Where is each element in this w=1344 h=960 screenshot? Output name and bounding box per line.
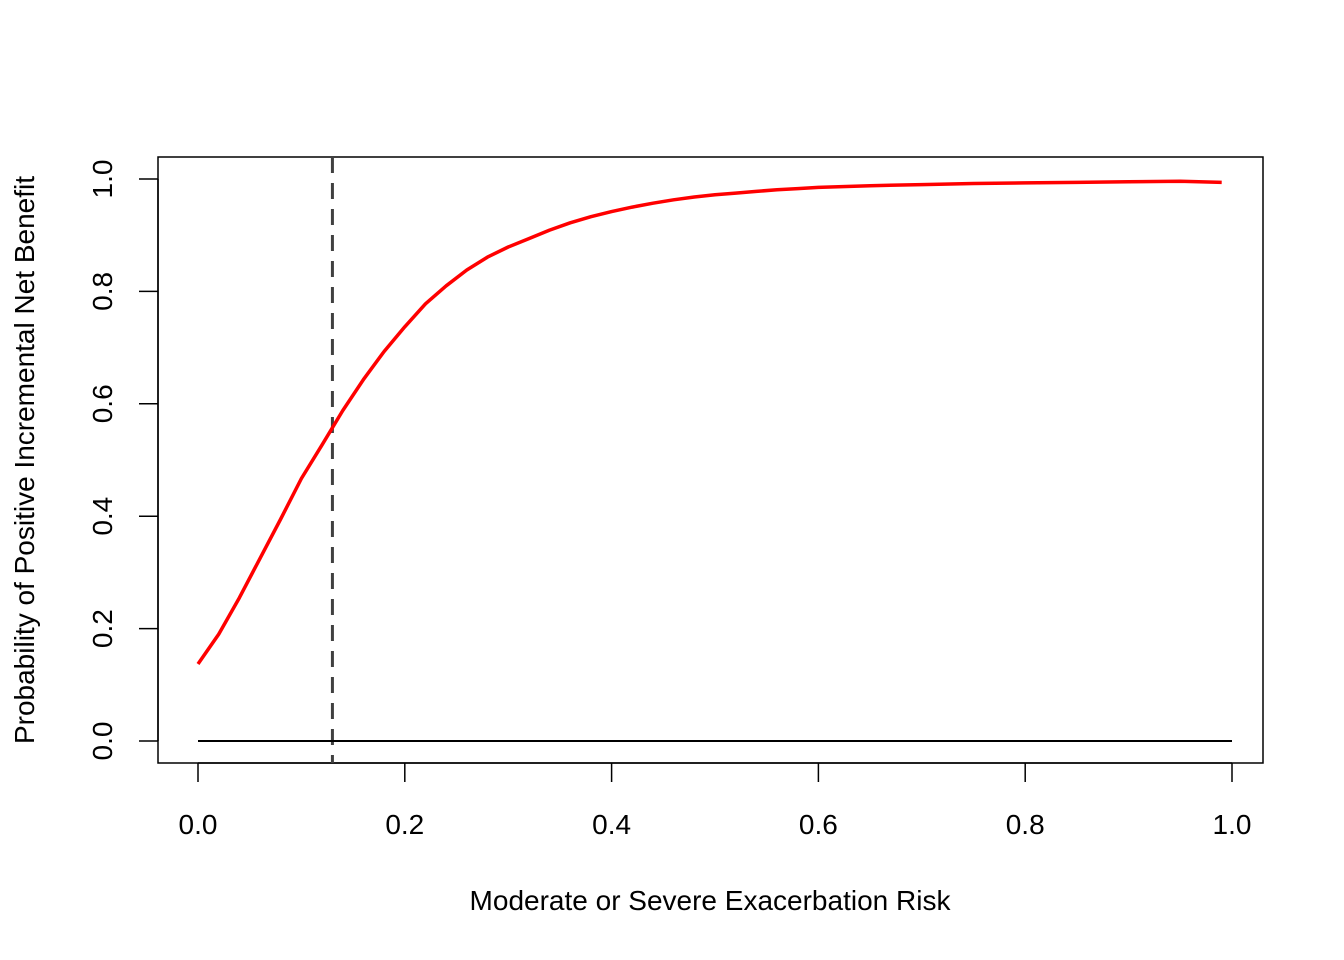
y-tick-label-3: 0.6 bbox=[87, 384, 118, 423]
x-axis-label: Moderate or Severe Exacerbation Risk bbox=[470, 885, 952, 916]
y-axis: 0.0 0.2 0.4 0.6 0.8 1.0 bbox=[87, 160, 159, 761]
x-tick-label-1: 0.2 bbox=[385, 809, 424, 840]
series-line-0 bbox=[196, 179, 1222, 665]
reference-lines bbox=[198, 157, 1232, 763]
x-tick-label-5: 1.0 bbox=[1213, 809, 1252, 840]
x-tick-label-4: 0.8 bbox=[1006, 809, 1045, 840]
y-tick-label-1: 0.2 bbox=[87, 609, 118, 648]
series-group bbox=[196, 179, 1222, 665]
x-tick-label-2: 0.4 bbox=[592, 809, 631, 840]
y-tick-label-4: 0.8 bbox=[87, 272, 118, 311]
y-tick-label-5: 1.0 bbox=[87, 160, 118, 199]
x-axis: 0.0 0.2 0.4 0.6 0.8 1.0 bbox=[179, 762, 1252, 840]
y-axis-label: Probability of Positive Incremental Net … bbox=[9, 176, 40, 744]
y-tick-label-2: 0.4 bbox=[87, 497, 118, 536]
x-tick-label-3: 0.6 bbox=[799, 809, 838, 840]
y-tick-label-0: 0.0 bbox=[87, 722, 118, 761]
plot-frame bbox=[157, 156, 1264, 764]
x-tick-label-0: 0.0 bbox=[179, 809, 218, 840]
